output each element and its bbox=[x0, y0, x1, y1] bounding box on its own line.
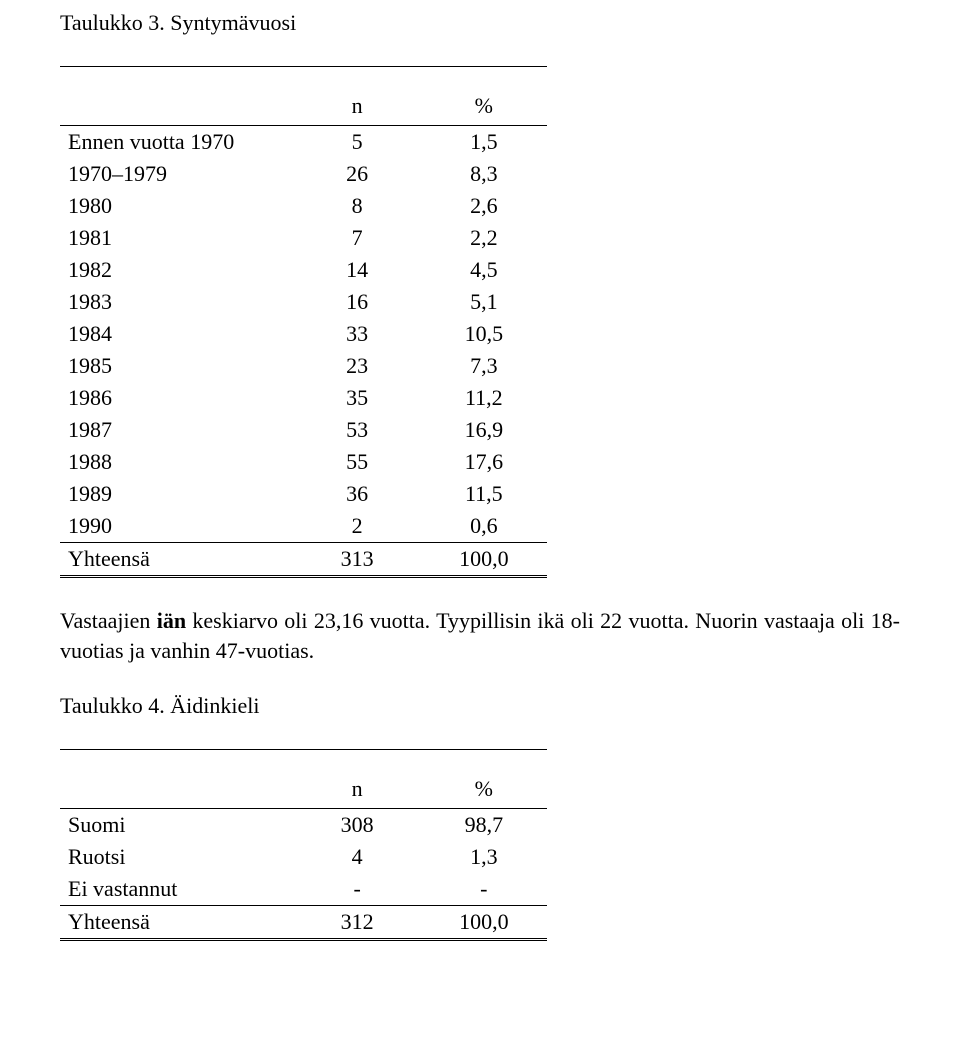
table-row: 19875316,9 bbox=[60, 414, 547, 446]
row-n: 55 bbox=[294, 446, 421, 478]
row-n: 53 bbox=[294, 414, 421, 446]
col-header-n: n bbox=[294, 87, 421, 126]
row-n: 7 bbox=[294, 222, 421, 254]
table-row: 19893611,5 bbox=[60, 478, 547, 510]
row-n: 2 bbox=[294, 510, 421, 543]
row-label: 1989 bbox=[60, 478, 294, 510]
table-row: Ennen vuotta 197051,5 bbox=[60, 126, 547, 159]
row-label: 1984 bbox=[60, 318, 294, 350]
row-n: 8 bbox=[294, 190, 421, 222]
table4-header-row: n % bbox=[60, 770, 547, 809]
col-header-pct: % bbox=[421, 770, 548, 809]
total-pct: 100,0 bbox=[421, 543, 548, 577]
row-n: 33 bbox=[294, 318, 421, 350]
row-label: 1990 bbox=[60, 510, 294, 543]
row-label: 1982 bbox=[60, 254, 294, 286]
table-row: 1970–1979268,3 bbox=[60, 158, 547, 190]
total-n: 312 bbox=[294, 906, 421, 940]
row-pct: 0,6 bbox=[421, 510, 548, 543]
table3-title: Taulukko 3. Syntymävuosi bbox=[60, 10, 900, 36]
table-row: 198172,2 bbox=[60, 222, 547, 254]
row-n: 14 bbox=[294, 254, 421, 286]
table-row: 1982144,5 bbox=[60, 254, 547, 286]
row-label: 1980 bbox=[60, 190, 294, 222]
row-pct: 17,6 bbox=[421, 446, 548, 478]
para-pre: Vastaajien bbox=[60, 608, 157, 633]
table-row: Suomi30898,7 bbox=[60, 809, 547, 842]
table3-total-row: Yhteensä 313 100,0 bbox=[60, 543, 547, 577]
table-row: 1983165,1 bbox=[60, 286, 547, 318]
table-row: 1985237,3 bbox=[60, 350, 547, 382]
row-n: 36 bbox=[294, 478, 421, 510]
row-n: 26 bbox=[294, 158, 421, 190]
row-label: 1981 bbox=[60, 222, 294, 254]
row-n: 35 bbox=[294, 382, 421, 414]
table-row: Ei vastannut-- bbox=[60, 873, 547, 906]
table-row: 19843310,5 bbox=[60, 318, 547, 350]
table-row: Ruotsi41,3 bbox=[60, 841, 547, 873]
table4-total-row: Yhteensä 312 100,0 bbox=[60, 906, 547, 940]
table3-header-row: n % bbox=[60, 87, 547, 126]
row-pct: 1,3 bbox=[421, 841, 548, 873]
table3: n % Ennen vuotta 197051,51970–1979268,31… bbox=[60, 66, 547, 578]
row-n: 5 bbox=[294, 126, 421, 159]
col-header-n: n bbox=[294, 770, 421, 809]
row-pct: 5,1 bbox=[421, 286, 548, 318]
row-label: Ei vastannut bbox=[60, 873, 294, 906]
row-label: 1987 bbox=[60, 414, 294, 446]
row-n: 4 bbox=[294, 841, 421, 873]
row-pct: 8,3 bbox=[421, 158, 548, 190]
row-n: 308 bbox=[294, 809, 421, 842]
row-label: 1970–1979 bbox=[60, 158, 294, 190]
row-pct: - bbox=[421, 873, 548, 906]
para-post: keskiarvo oli 23,16 vuotta. Tyypillisin … bbox=[60, 608, 900, 663]
row-pct: 11,5 bbox=[421, 478, 548, 510]
row-label: Ennen vuotta 1970 bbox=[60, 126, 294, 159]
table-row: 199020,6 bbox=[60, 510, 547, 543]
total-label: Yhteensä bbox=[60, 906, 294, 940]
row-label: 1983 bbox=[60, 286, 294, 318]
row-label: Suomi bbox=[60, 809, 294, 842]
row-n: - bbox=[294, 873, 421, 906]
table4-title: Taulukko 4. Äidinkieli bbox=[60, 693, 900, 719]
total-label: Yhteensä bbox=[60, 543, 294, 577]
para-bold: iän bbox=[157, 608, 186, 633]
table-row: 19863511,2 bbox=[60, 382, 547, 414]
total-pct: 100,0 bbox=[421, 906, 548, 940]
row-pct: 2,6 bbox=[421, 190, 548, 222]
row-pct: 4,5 bbox=[421, 254, 548, 286]
row-label: 1986 bbox=[60, 382, 294, 414]
row-pct: 16,9 bbox=[421, 414, 548, 446]
table-row: 198082,6 bbox=[60, 190, 547, 222]
row-pct: 1,5 bbox=[421, 126, 548, 159]
row-n: 16 bbox=[294, 286, 421, 318]
body-paragraph: Vastaajien iän keskiarvo oli 23,16 vuott… bbox=[60, 606, 900, 665]
table-row: 19885517,6 bbox=[60, 446, 547, 478]
col-header-pct: % bbox=[421, 87, 548, 126]
row-pct: 98,7 bbox=[421, 809, 548, 842]
row-pct: 2,2 bbox=[421, 222, 548, 254]
row-n: 23 bbox=[294, 350, 421, 382]
total-n: 313 bbox=[294, 543, 421, 577]
row-label: Ruotsi bbox=[60, 841, 294, 873]
row-label: 1988 bbox=[60, 446, 294, 478]
row-pct: 10,5 bbox=[421, 318, 548, 350]
row-pct: 11,2 bbox=[421, 382, 548, 414]
row-pct: 7,3 bbox=[421, 350, 548, 382]
row-label: 1985 bbox=[60, 350, 294, 382]
table4: n % Suomi30898,7Ruotsi41,3Ei vastannut--… bbox=[60, 749, 547, 941]
